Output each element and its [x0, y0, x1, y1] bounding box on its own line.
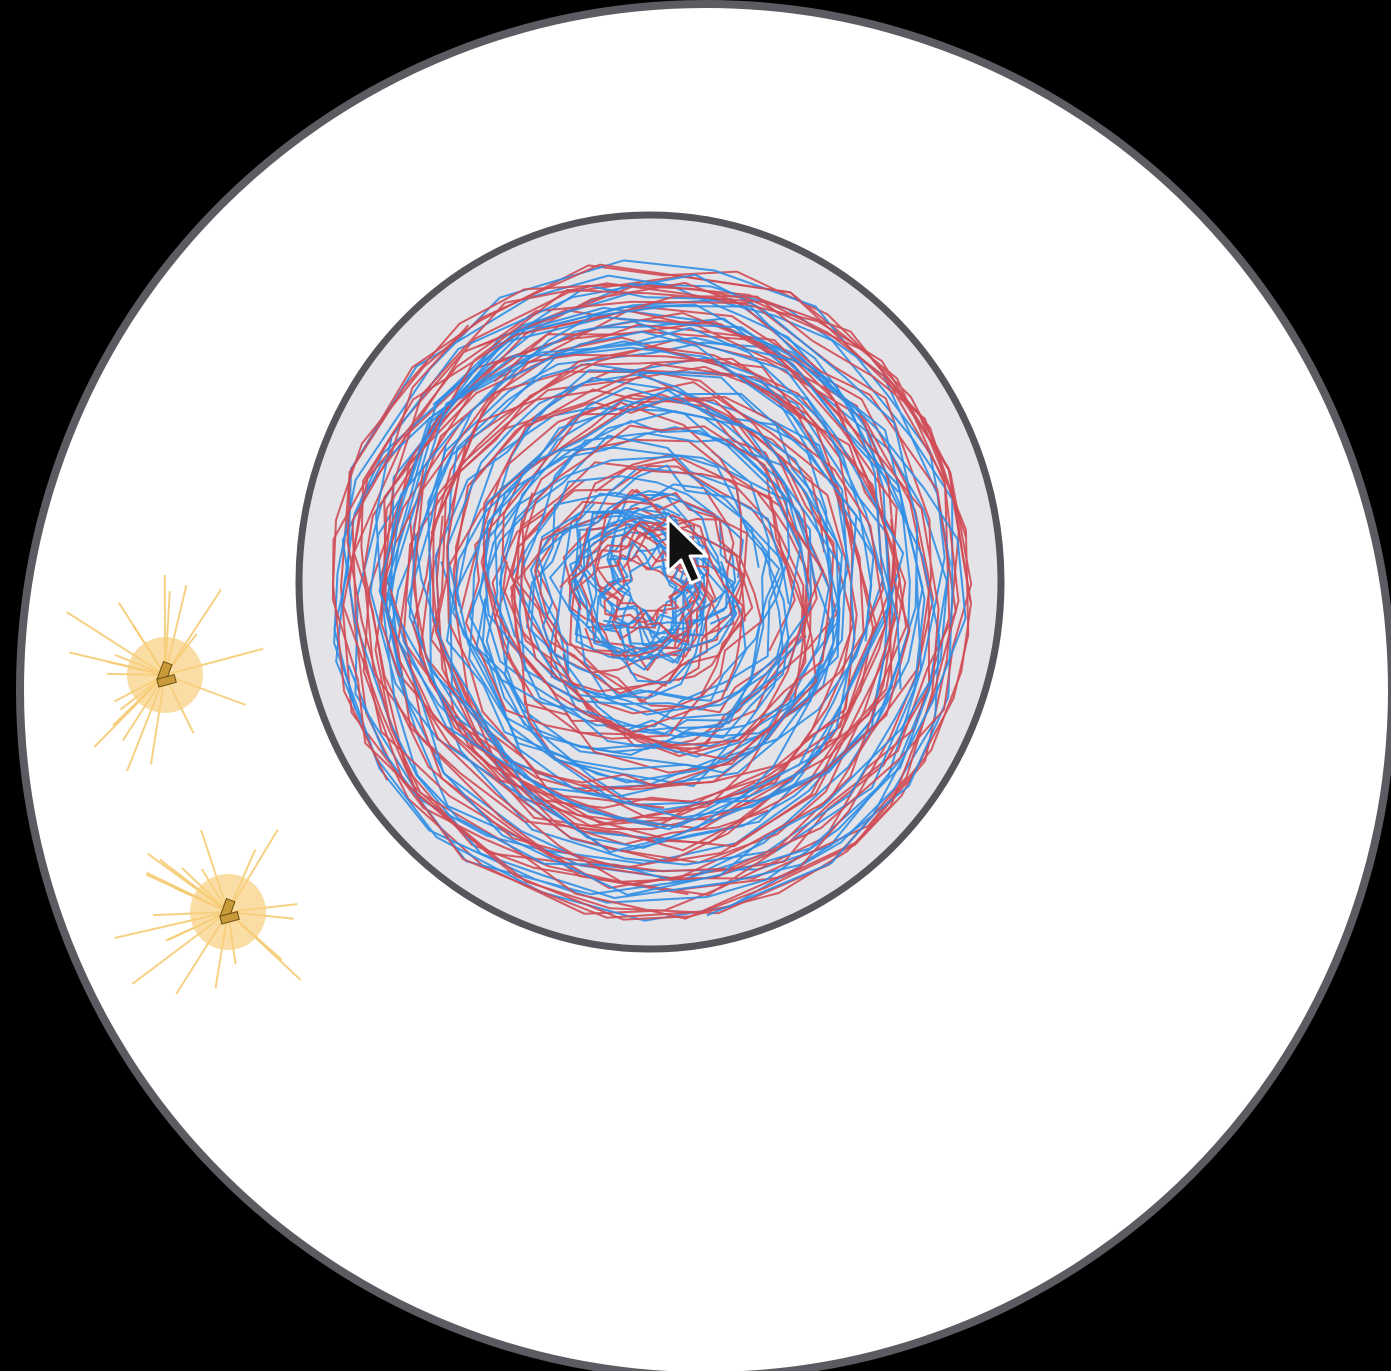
centrosome [66, 574, 264, 772]
chromatin-strand [468, 373, 835, 739]
chromatin-strand [408, 346, 896, 827]
chromatin-strand [529, 490, 747, 701]
chromatin-strand [510, 475, 790, 739]
chromatin-strand [351, 282, 973, 883]
chromatin-strand [378, 305, 967, 917]
chromatin-strand [352, 281, 972, 896]
centrosome [114, 829, 302, 995]
chromatin-strand [478, 369, 875, 769]
chromatin-strand [484, 455, 784, 728]
chromatin-strand [569, 492, 737, 657]
chromatin-strand [465, 401, 763, 740]
chromatin-strand [434, 356, 884, 790]
centriole [219, 910, 240, 925]
chromatin-strand [446, 362, 817, 788]
chromatin [331, 259, 973, 922]
mouse-cursor [666, 516, 709, 585]
chromatin-strand [520, 424, 824, 791]
centrosomes [66, 574, 302, 995]
centriole [156, 673, 177, 688]
chromatin-strand [384, 326, 902, 849]
